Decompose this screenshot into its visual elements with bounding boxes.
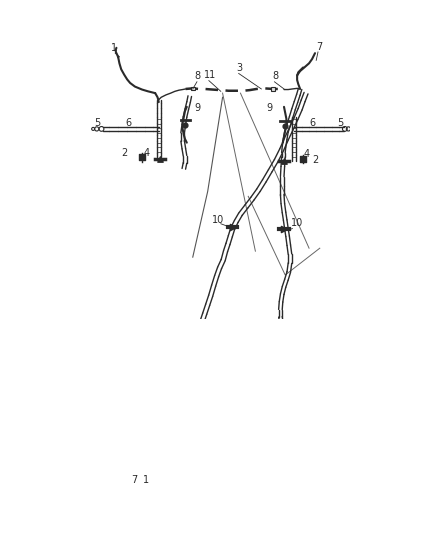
Bar — [191, 86, 194, 90]
Text: 6: 6 — [309, 118, 315, 128]
Text: 2: 2 — [121, 148, 127, 158]
Point — [280, 224, 287, 233]
Text: 10: 10 — [291, 218, 304, 228]
Bar — [272, 87, 275, 91]
Text: 8: 8 — [272, 71, 278, 82]
Point — [229, 223, 236, 231]
Text: 2: 2 — [312, 155, 318, 165]
Point — [156, 155, 163, 163]
Circle shape — [146, 478, 150, 482]
Point — [282, 122, 289, 130]
Point — [168, 397, 175, 406]
Text: 4: 4 — [303, 149, 309, 159]
Circle shape — [137, 478, 141, 482]
Point — [300, 155, 307, 163]
Text: 10: 10 — [212, 215, 225, 224]
Text: 11: 11 — [204, 70, 216, 80]
Text: 7: 7 — [316, 42, 322, 52]
Point — [138, 152, 145, 161]
Text: 9: 9 — [194, 103, 201, 113]
Text: 9: 9 — [266, 103, 272, 113]
Text: 3: 3 — [236, 63, 242, 73]
Text: 6: 6 — [125, 118, 131, 128]
Text: 1: 1 — [143, 474, 149, 484]
Text: 5: 5 — [94, 118, 101, 128]
Text: 1: 1 — [111, 43, 117, 53]
Point — [280, 156, 287, 165]
Text: 7: 7 — [131, 474, 138, 484]
Text: 4: 4 — [143, 148, 149, 158]
Text: 5: 5 — [338, 118, 344, 128]
Text: 8: 8 — [194, 71, 201, 82]
Point — [181, 120, 188, 129]
